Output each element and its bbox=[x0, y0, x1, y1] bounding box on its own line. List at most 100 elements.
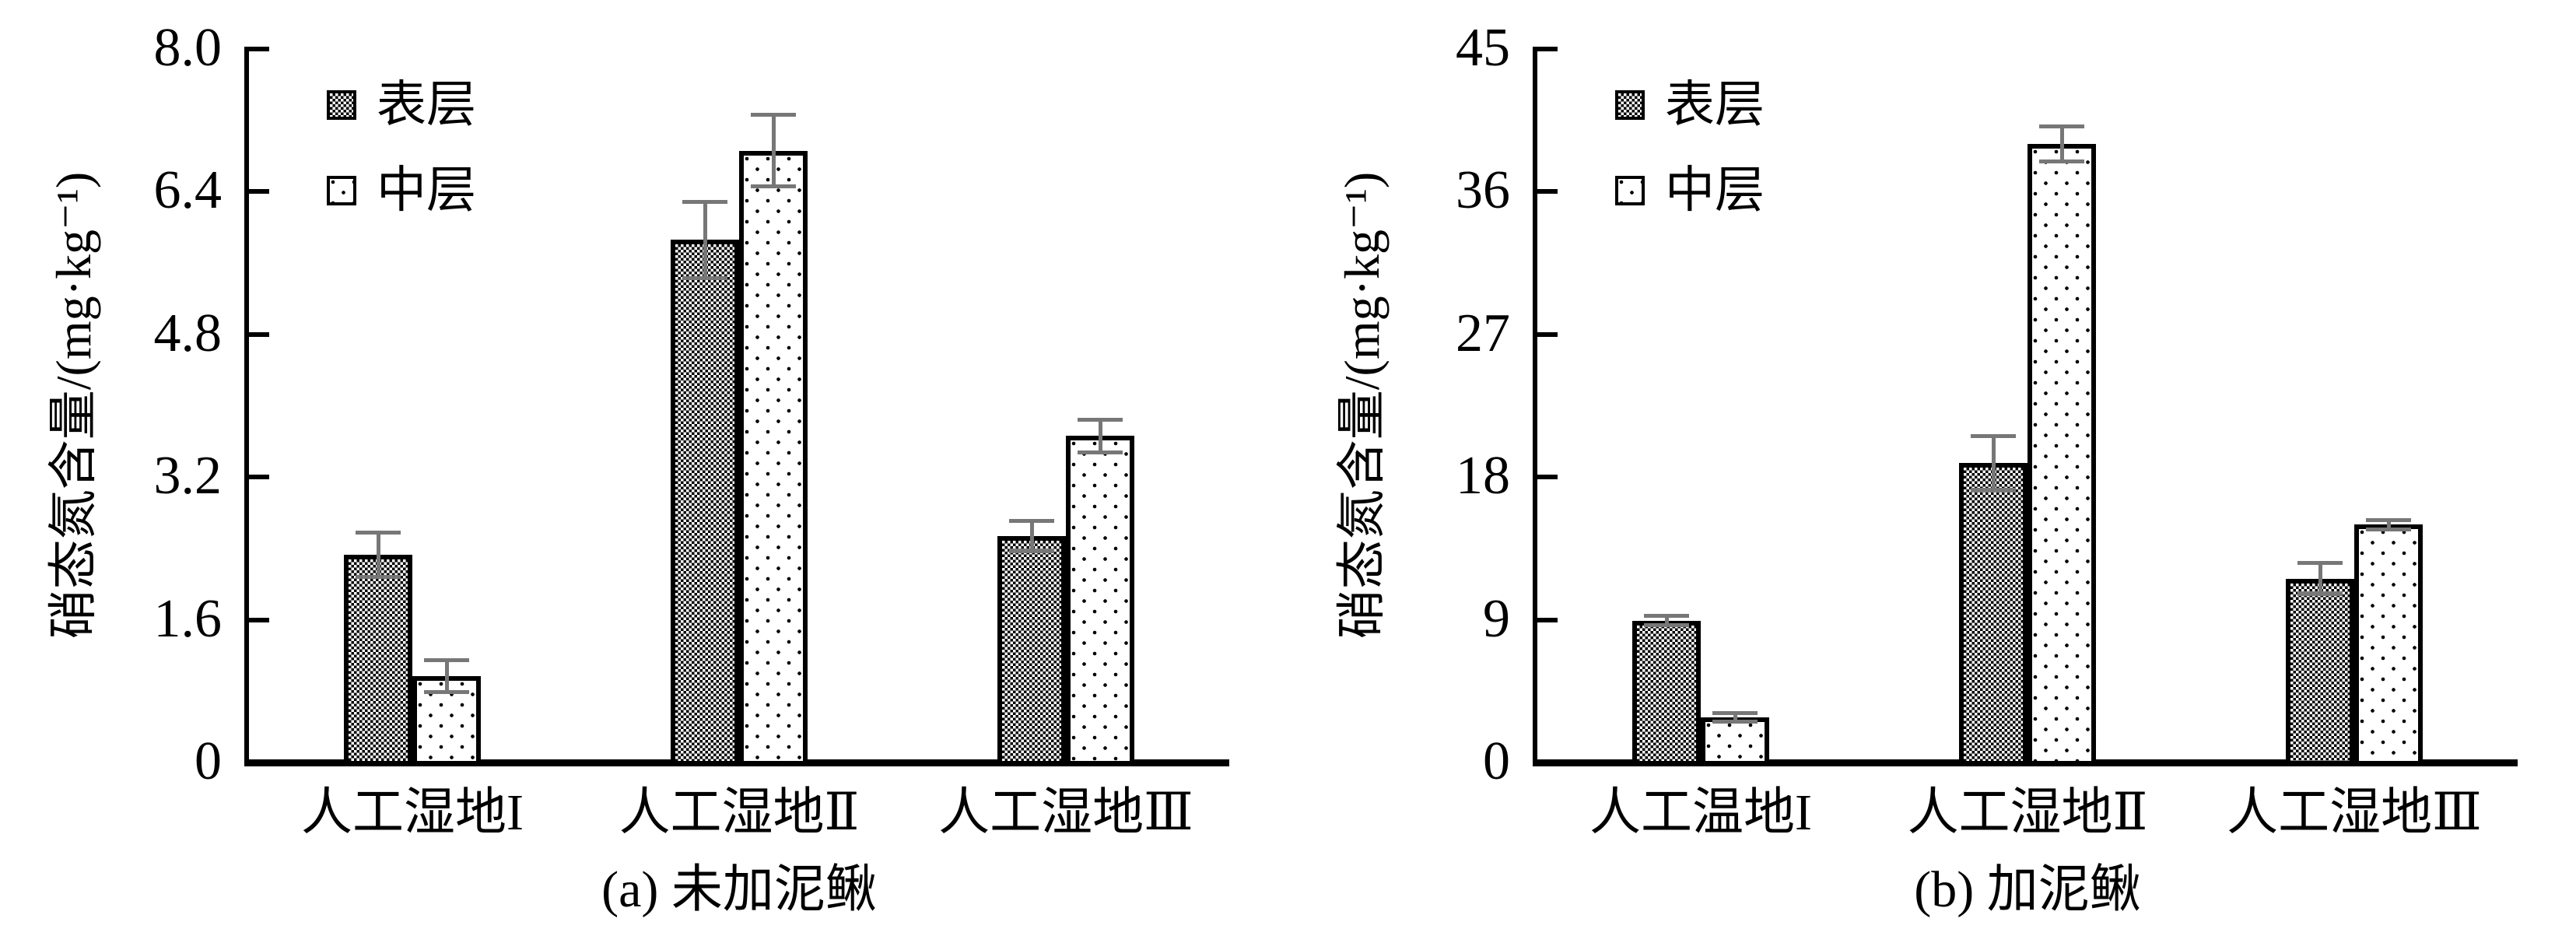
y-tick-mark bbox=[1537, 47, 1558, 51]
error-bar-cap bbox=[1712, 711, 1758, 716]
chart-panel-b: 硝态氮含量/(mg·kg⁻¹) 表层中层 0 9 18 27 36 45 人工温地I 人工湿地… bbox=[1288, 0, 2576, 936]
y-tick-label: 1.6 bbox=[153, 588, 223, 649]
y-tick-label: 4.8 bbox=[153, 303, 223, 363]
error-bar-cap bbox=[682, 199, 727, 204]
legend-label: 中层 bbox=[377, 163, 476, 218]
error-bar-cap bbox=[2039, 124, 2084, 129]
legend-label: 中层 bbox=[1665, 163, 1765, 218]
y-tick-label: 8.0 bbox=[153, 18, 223, 78]
error-bar bbox=[2318, 563, 2322, 594]
bar-middle-group2 bbox=[739, 150, 808, 766]
error-bar bbox=[1733, 713, 1737, 722]
error-bar bbox=[771, 114, 776, 187]
error-bar-cap bbox=[1078, 418, 1123, 422]
chart-panel-a: 硝态氮含量/(mg·kg⁻¹) 表层中层 0 1.6 3.2 4.8 6.4 8.0 人工湿… bbox=[46, 21, 1229, 918]
bar-surface-group1 bbox=[344, 554, 412, 766]
error-bar-cap bbox=[1712, 719, 1758, 724]
legend-row: 中层 bbox=[327, 166, 476, 216]
error-bar-cap bbox=[1644, 623, 1689, 628]
bar-surface-group2 bbox=[1959, 462, 2028, 766]
legend-swatch-checker-icon bbox=[327, 90, 356, 120]
error-bar bbox=[376, 532, 380, 577]
y-tick-mark bbox=[1537, 189, 1558, 195]
y-tick-label: 6.4 bbox=[153, 160, 223, 221]
error-bar bbox=[444, 660, 449, 692]
subplot-caption: (a) 未加泥鳅 bbox=[601, 861, 877, 918]
y-tick-mark bbox=[249, 189, 269, 195]
legend-label: 表层 bbox=[1665, 77, 1765, 132]
error-bar-cap bbox=[356, 575, 401, 580]
plot-area: 表层中层 0 9 18 27 36 45 人工温地I 人工湿地Ⅱ 人工湿地Ⅲ bbox=[1456, 21, 2518, 841]
y-tick-label: 27 bbox=[1456, 303, 1510, 363]
bar-middle-group2 bbox=[2028, 144, 2096, 766]
y-tick-mark bbox=[249, 617, 269, 622]
error-bar-cap bbox=[2366, 517, 2411, 522]
error-bar-cap bbox=[1971, 488, 2016, 492]
error-bar bbox=[2386, 520, 2391, 530]
y-tick-label: 36 bbox=[1456, 160, 1510, 221]
error-bar-cap bbox=[2366, 527, 2411, 531]
y-tick-mark bbox=[249, 47, 269, 51]
error-bar bbox=[1991, 436, 1996, 490]
legend-row: 中层 bbox=[1615, 166, 1765, 216]
y-axis-label: 硝态氮含量/(mg·kg⁻¹) bbox=[1334, 171, 1390, 640]
plot-area: 表层中层 0 1.6 3.2 4.8 6.4 8.0 人工湿地I 人工湿地Ⅱ 人工湿地Ⅲ bbox=[154, 21, 1229, 841]
error-bar-cap bbox=[2297, 560, 2343, 565]
bar-surface-group3 bbox=[997, 535, 1066, 766]
bar-surface-group3 bbox=[2286, 578, 2354, 766]
y-tick-label: 18 bbox=[1456, 446, 1510, 507]
y-tick-label: 0 bbox=[195, 731, 222, 791]
legend-swatch-dots-icon bbox=[1615, 176, 1645, 205]
error-bar-cap bbox=[1009, 549, 1054, 553]
y-axis-line bbox=[1533, 47, 1537, 766]
error-bar-cap bbox=[751, 113, 796, 117]
legend: 表层 中层 bbox=[327, 80, 476, 251]
y-axis-label: 硝态氮含量/(mg·kg⁻¹) bbox=[46, 171, 101, 640]
error-bar-cap bbox=[1971, 433, 2016, 438]
bar-middle-group1 bbox=[1701, 717, 1769, 766]
error-bar bbox=[1664, 615, 1669, 626]
error-bar-cap bbox=[2039, 160, 2084, 164]
bar-middle-group3 bbox=[1066, 436, 1134, 766]
y-tick-label: 45 bbox=[1456, 18, 1510, 78]
category-label: 人工温地I bbox=[1589, 784, 1812, 841]
y-tick-mark bbox=[1537, 617, 1558, 622]
legend-row: 表层 bbox=[327, 80, 476, 130]
bar-surface-group2 bbox=[671, 240, 739, 766]
subplot-caption: (b) 加泥鳅 bbox=[1914, 861, 2141, 918]
legend-label: 表层 bbox=[377, 77, 476, 132]
y-tick-label: 9 bbox=[1483, 588, 1510, 649]
y-tick-mark bbox=[249, 475, 269, 480]
category-label: 人工湿地Ⅱ bbox=[1907, 784, 2148, 841]
y-tick-label: 3.2 bbox=[153, 446, 223, 507]
error-bar-cap bbox=[424, 657, 469, 662]
error-bar bbox=[2059, 126, 2064, 162]
bar-surface-group1 bbox=[1632, 620, 1701, 766]
error-bar bbox=[1098, 419, 1102, 453]
y-axis-line bbox=[244, 47, 249, 766]
legend-swatch-checker-icon bbox=[1615, 90, 1645, 120]
category-label: 人工湿地Ⅱ bbox=[619, 784, 860, 841]
legend-swatch-dots-icon bbox=[327, 176, 356, 205]
error-bar bbox=[703, 202, 707, 279]
legend: 表层 中层 bbox=[1615, 80, 1765, 251]
legend-row: 表层 bbox=[1615, 80, 1765, 130]
error-bar-cap bbox=[424, 689, 469, 694]
y-tick-mark bbox=[1537, 475, 1558, 480]
y-tick-label: 0 bbox=[1483, 731, 1510, 791]
category-label: 人工湿地Ⅲ bbox=[2227, 784, 2482, 841]
error-bar-cap bbox=[2297, 592, 2343, 597]
error-bar bbox=[1029, 521, 1034, 552]
error-bar-cap bbox=[1009, 518, 1054, 523]
bar-middle-group1 bbox=[412, 675, 481, 766]
category-label: 人工湿地Ⅲ bbox=[938, 784, 1193, 841]
y-tick-mark bbox=[249, 331, 269, 337]
error-bar-cap bbox=[682, 276, 727, 281]
error-bar-cap bbox=[356, 530, 401, 535]
category-label: 人工湿地I bbox=[301, 784, 524, 841]
y-tick-mark bbox=[1537, 331, 1558, 337]
error-bar-cap bbox=[751, 184, 796, 189]
error-bar-cap bbox=[1644, 614, 1689, 618]
error-bar-cap bbox=[1078, 450, 1123, 454]
